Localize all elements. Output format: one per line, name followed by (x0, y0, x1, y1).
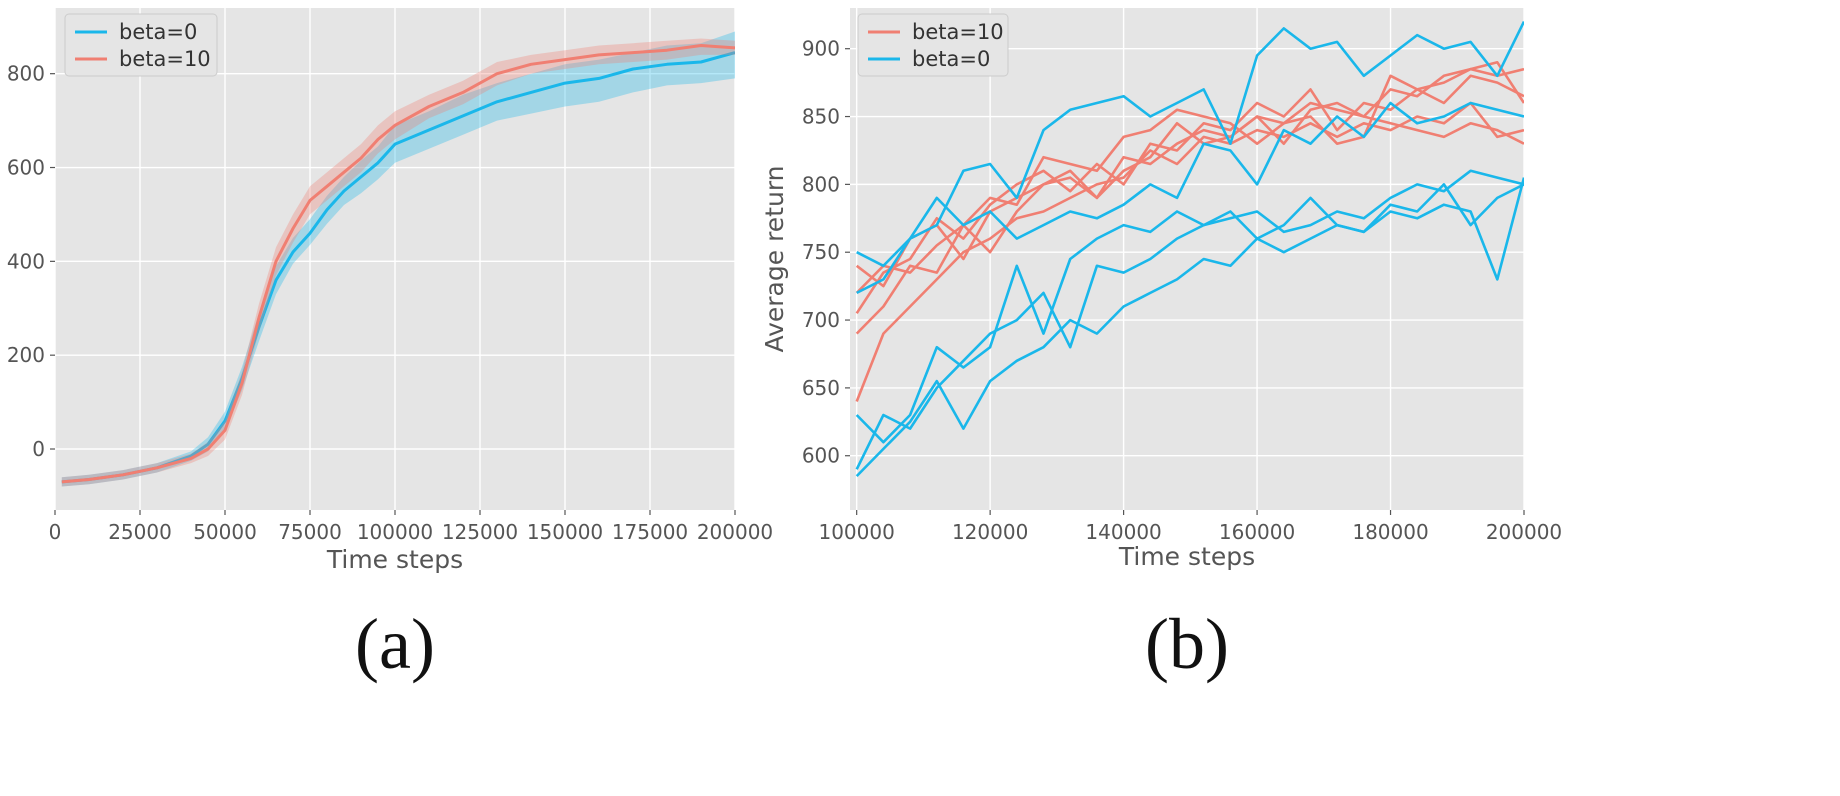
panel-label: (b) (1145, 604, 1229, 684)
series-line-run-6 (856, 101, 1524, 295)
x-tick-label: 160000 (1219, 520, 1295, 544)
series-line-run-4 (855, 60, 1524, 294)
chart-panel-a: 0 25000 50000 75000 100000 125000 150000 175000… (7, 8, 773, 684)
x-tick-label: 50000 (193, 520, 257, 544)
panel-label: (a) (355, 604, 435, 684)
series-line-run-9 (855, 177, 1524, 478)
y-tick-label: 650 (802, 376, 840, 400)
legend-entry-label: beta=10 (119, 47, 211, 71)
legend: beta=0 beta=10 (64, 13, 218, 77)
x-axis-label: Time steps (1118, 542, 1255, 571)
y-tick-label: 900 (802, 37, 840, 61)
y-tick-label: 700 (802, 308, 840, 332)
series-line-run-7 (855, 169, 1524, 470)
x-tick-label: 100000 (818, 520, 894, 544)
legend-entry-label: beta=0 (912, 47, 990, 71)
y-tick-label: 400 (7, 249, 45, 273)
x-tick-label: 25000 (108, 520, 172, 544)
series-band-beta=10 (61, 38, 735, 487)
y-axis-label: Average return (760, 165, 789, 352)
x-tick-label: 120000 (952, 520, 1028, 544)
y-tick-label: 600 (7, 156, 45, 180)
y-tick-label: 800 (7, 62, 45, 86)
x-tick-label: 125000 (442, 520, 518, 544)
x-tick-label: 75000 (278, 520, 342, 544)
plot-marks (61, 31, 735, 487)
y-tick-label: 750 (802, 240, 840, 264)
legend-entry-label: beta=10 (912, 20, 1004, 44)
y-tick-label: 600 (802, 444, 840, 468)
chart-panel-b: 100000 120000 140000 160000 180000 200000 600 6… (760, 8, 1562, 684)
x-tick-label: 100000 (357, 520, 433, 544)
series-line-beta=0 (856, 21, 1524, 268)
x-tick-label: 200000 (697, 520, 773, 544)
series-line-beta=0 (61, 51, 735, 484)
x-tick-label: 140000 (1085, 520, 1161, 544)
series-line-run-2 (855, 101, 1524, 335)
plot-marks (855, 21, 1524, 478)
series-line-beta=10 (61, 44, 735, 484)
y-tick-label: 850 (802, 105, 840, 129)
x-tick-label: 150000 (527, 520, 603, 544)
x-tick-label: 175000 (612, 520, 688, 544)
y-tick-label: 800 (802, 172, 840, 196)
series-line-run-8 (855, 183, 1524, 444)
x-tick-label: 0 (49, 520, 62, 544)
x-tick-label: 200000 (1486, 520, 1562, 544)
y-tick-label: 200 (7, 343, 45, 367)
plot-area (850, 8, 1524, 510)
series-band-beta=0 (61, 31, 735, 487)
x-axis-label: Time steps (326, 545, 463, 574)
series-line-run-1 (855, 74, 1524, 315)
legend: beta=10 beta=0 (857, 13, 1009, 77)
x-tick-label: 180000 (1352, 520, 1428, 544)
legend-entry-label: beta=0 (119, 20, 197, 44)
y-tick-label: 0 (32, 437, 45, 461)
